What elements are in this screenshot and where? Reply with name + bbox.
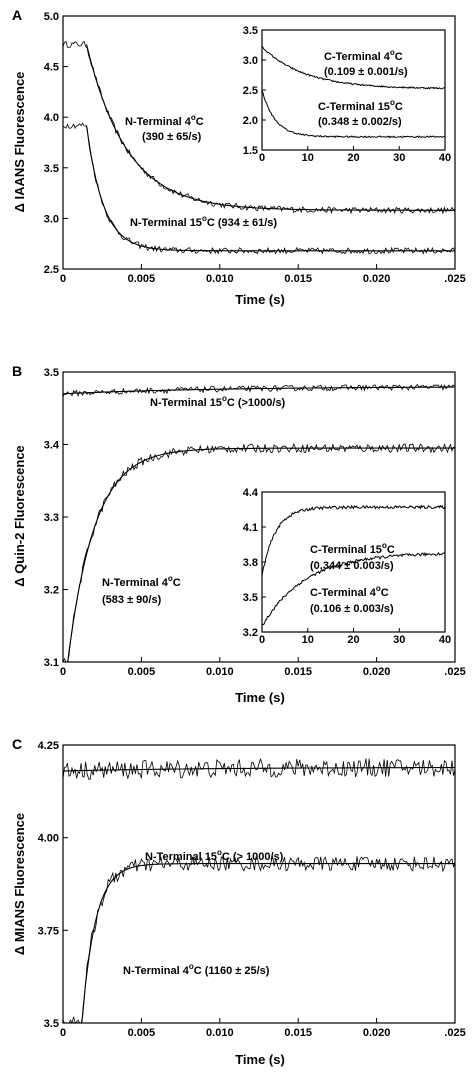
- panel-b-xtick-label: 0.010: [206, 666, 234, 678]
- panel-c-series-1-fit: [81, 863, 455, 1023]
- panel-a-ytick-label: 3.0: [44, 213, 59, 225]
- panel-b-inset-ytick-label: 3.8: [243, 557, 258, 569]
- panel-a-inset-ytick-label: 1.5: [243, 145, 258, 157]
- panel-c-ytick-label: 4.25: [38, 740, 59, 752]
- panel-a-ytick-label: 5.0: [44, 11, 59, 23]
- panel-b-inset-ytick-label: 3.5: [243, 592, 258, 604]
- panel-b-series-1-label: N-Terminal 4oC: [102, 574, 181, 589]
- panel-a-ytick-label: 2.5: [44, 264, 59, 276]
- panel-a-letter: A: [12, 7, 22, 23]
- panel-b-inset: 0 10 20 30 40 3.2 3.5 3.8 4.1 4.4 C-Terminal 15oC (…: [243, 487, 451, 646]
- panel-c-series-0-label: N-Terminal 15oC (> 1000/s): [145, 848, 284, 863]
- panel-b-inset-xtick-label: 0: [259, 634, 265, 646]
- panel-b-inset-xtick-label: 10: [302, 634, 314, 646]
- panel-a-series-0-fit: [85, 44, 455, 211]
- panel-b-inset-xtick-label: 20: [347, 634, 359, 646]
- panel-b-letter: B: [12, 363, 22, 379]
- panel-a-ylabel: Δ IAANS Fluorescence: [12, 72, 27, 213]
- panel-a-series-1-label: N-Terminal 15oC (934 ± 61/s): [130, 214, 277, 229]
- panel-a-ytick-label: 3.5: [44, 163, 59, 175]
- panel-b-ylabel: Δ Quin-2 Fluorescence: [12, 445, 27, 587]
- panel-b-series-1-rate: (583 ± 90/s): [102, 594, 162, 606]
- panel-b-inset-series-1-trace: [262, 551, 445, 626]
- panel-a-series-0-label: N-Terminal 4oC: [125, 113, 204, 128]
- panel-a-xtick-label: 0.005: [128, 273, 156, 285]
- panel-a-inset-xtick-label: 30: [393, 152, 405, 164]
- panel-b-inset-series-1-rate: (0.106 ± 0.003/s): [310, 603, 394, 615]
- panel-b-inset-series-0-trace: [262, 504, 445, 576]
- panel-c-letter: C: [12, 736, 22, 752]
- panel-c: C 0 0.005 0.010 0.015 0.020 .025 3.5 3.75 4.00 4.2…: [12, 736, 466, 1067]
- panel-c-xtick-label: 0.015: [284, 1027, 312, 1039]
- panel-b-xlabel: Time (s): [235, 690, 285, 705]
- panel-b-ytick-label: 3.2: [44, 585, 59, 597]
- panel-b-xtick-label: 0.005: [128, 666, 156, 678]
- panel-c-xtick-label: .025: [444, 1027, 465, 1039]
- panel-b-ytick-label: 3.3: [44, 512, 59, 524]
- panel-b-series-1-trace: [63, 443, 455, 662]
- panel-c-series-0-fit: [63, 766, 455, 772]
- panel-a-inset-series-1-trace: [262, 90, 445, 139]
- panel-c-series-1-label: N-Terminal 4oC (1160 ± 25/s): [123, 962, 270, 977]
- panel-a-inset-xtick-label: 40: [439, 152, 451, 164]
- panel-a-series-0-rate: (390 ± 65/s): [142, 131, 202, 143]
- panel-c-xtick-label: 0: [60, 1027, 66, 1039]
- panel-c-xlabel: Time (s): [235, 1052, 285, 1067]
- panel-b-xtick-label: 0.015: [284, 666, 312, 678]
- panel-b-inset-xtick-label: 30: [393, 634, 405, 646]
- panel-a-inset-ytick-label: 2.0: [243, 115, 258, 127]
- panel-c-series-1-trace: [63, 856, 455, 1023]
- panel-b-inset-ytick-label: 4.4: [243, 487, 259, 499]
- panel-a-inset-ytick-label: 2.5: [243, 85, 258, 97]
- panel-b-series-1-fit: [67, 447, 455, 662]
- panel-c-xtick-label: 0.020: [363, 1027, 391, 1039]
- panel-b-xtick-label: 0: [60, 666, 66, 678]
- panel-a-series-1-fit: [85, 125, 455, 252]
- panel-a-inset-xtick-label: 10: [302, 152, 314, 164]
- panel-b-inset-series-1-label: C-Terminal 4oC: [310, 584, 389, 599]
- panel-c-xtick-label: 0.005: [128, 1027, 156, 1039]
- panel-c-ytick-label: 3.75: [38, 925, 59, 937]
- panel-b-ytick-label: 3.4: [44, 440, 60, 452]
- panel-a-series-1-trace: [63, 122, 455, 255]
- panel-a-xtick-label: .025: [444, 273, 465, 285]
- panel-b-xtick-label: 0.020: [363, 666, 391, 678]
- panel-a-ytick-label: 4.5: [44, 62, 59, 74]
- panel-a-ytick-label: 4.0: [44, 112, 59, 124]
- panel-a: A 0 0.005 0.010 0.015 0.020 .025 2.5 3.0 3.5 4.0 4.…: [12, 7, 466, 307]
- panel-a-inset-ytick-label: 3.0: [243, 55, 258, 67]
- panel-a-inset-series-0-trace: [262, 46, 445, 90]
- panel-a-xtick-label: 0.015: [284, 273, 312, 285]
- panel-a-xlabel: Time (s): [235, 292, 285, 307]
- panel-a-inset-series-0-rate: (0.109 ± 0.001/s): [324, 66, 408, 78]
- panel-a-inset-series-1-label: C-Terminal 15oC: [318, 98, 403, 113]
- panel-b-xtick-label: .025: [444, 666, 465, 678]
- panel-b-series-0-label: N-Terminal 15oC (>1000/s): [150, 394, 286, 409]
- panel-b-inset-series-0-label: C-Terminal 15oC: [310, 541, 395, 556]
- panel-a-inset-ytick-label: 3.5: [243, 25, 258, 37]
- panel-a-inset-xtick-label: 20: [347, 152, 359, 164]
- panel-a-inset-xtick-label: 0: [259, 152, 265, 164]
- panel-b: B 0 0.005 0.010 0.015 0.020 .025 3.1 3.2 3.3 3.4 3.…: [12, 363, 466, 705]
- panel-b-inset-ytick-label: 4.1: [243, 522, 258, 534]
- panel-b-inset-xtick-label: 40: [439, 634, 451, 646]
- panel-b-inset-series-0-rate: (0.344 ± 0.003/s): [310, 560, 394, 572]
- panel-c-ytick-label: 4.00: [38, 833, 59, 845]
- panel-c-xtick-label: 0.010: [206, 1027, 234, 1039]
- panel-a-xtick-label: 0.010: [206, 273, 234, 285]
- panel-a-xtick-label: 0.020: [363, 273, 391, 285]
- panel-c-ytick-label: 3.5: [44, 1018, 59, 1030]
- panel-c-ylabel: Δ MIANS Fluorescence: [12, 813, 27, 955]
- panel-c-frame: [62, 744, 456, 1024]
- panel-b-series-0-fit: [63, 386, 455, 395]
- panel-a-xtick-label: 0: [60, 273, 66, 285]
- panel-a-inset-series-0-label: C-Terminal 4oC: [324, 48, 403, 63]
- panel-b-inset-ytick-label: 3.2: [243, 627, 258, 639]
- panel-b-ytick-label: 3.1: [44, 657, 59, 669]
- panel-b-ytick-label: 3.5: [44, 367, 59, 379]
- panel-a-inset-inset-frame: [261, 29, 446, 151]
- panel-a-inset: 0 10 20 30 40 1.5 2.0 2.5 3.0 3.5 C-Terminal 4oC (0…: [243, 25, 451, 164]
- panel-a-inset-series-1-rate: (0.348 ± 0.002/s): [318, 116, 402, 128]
